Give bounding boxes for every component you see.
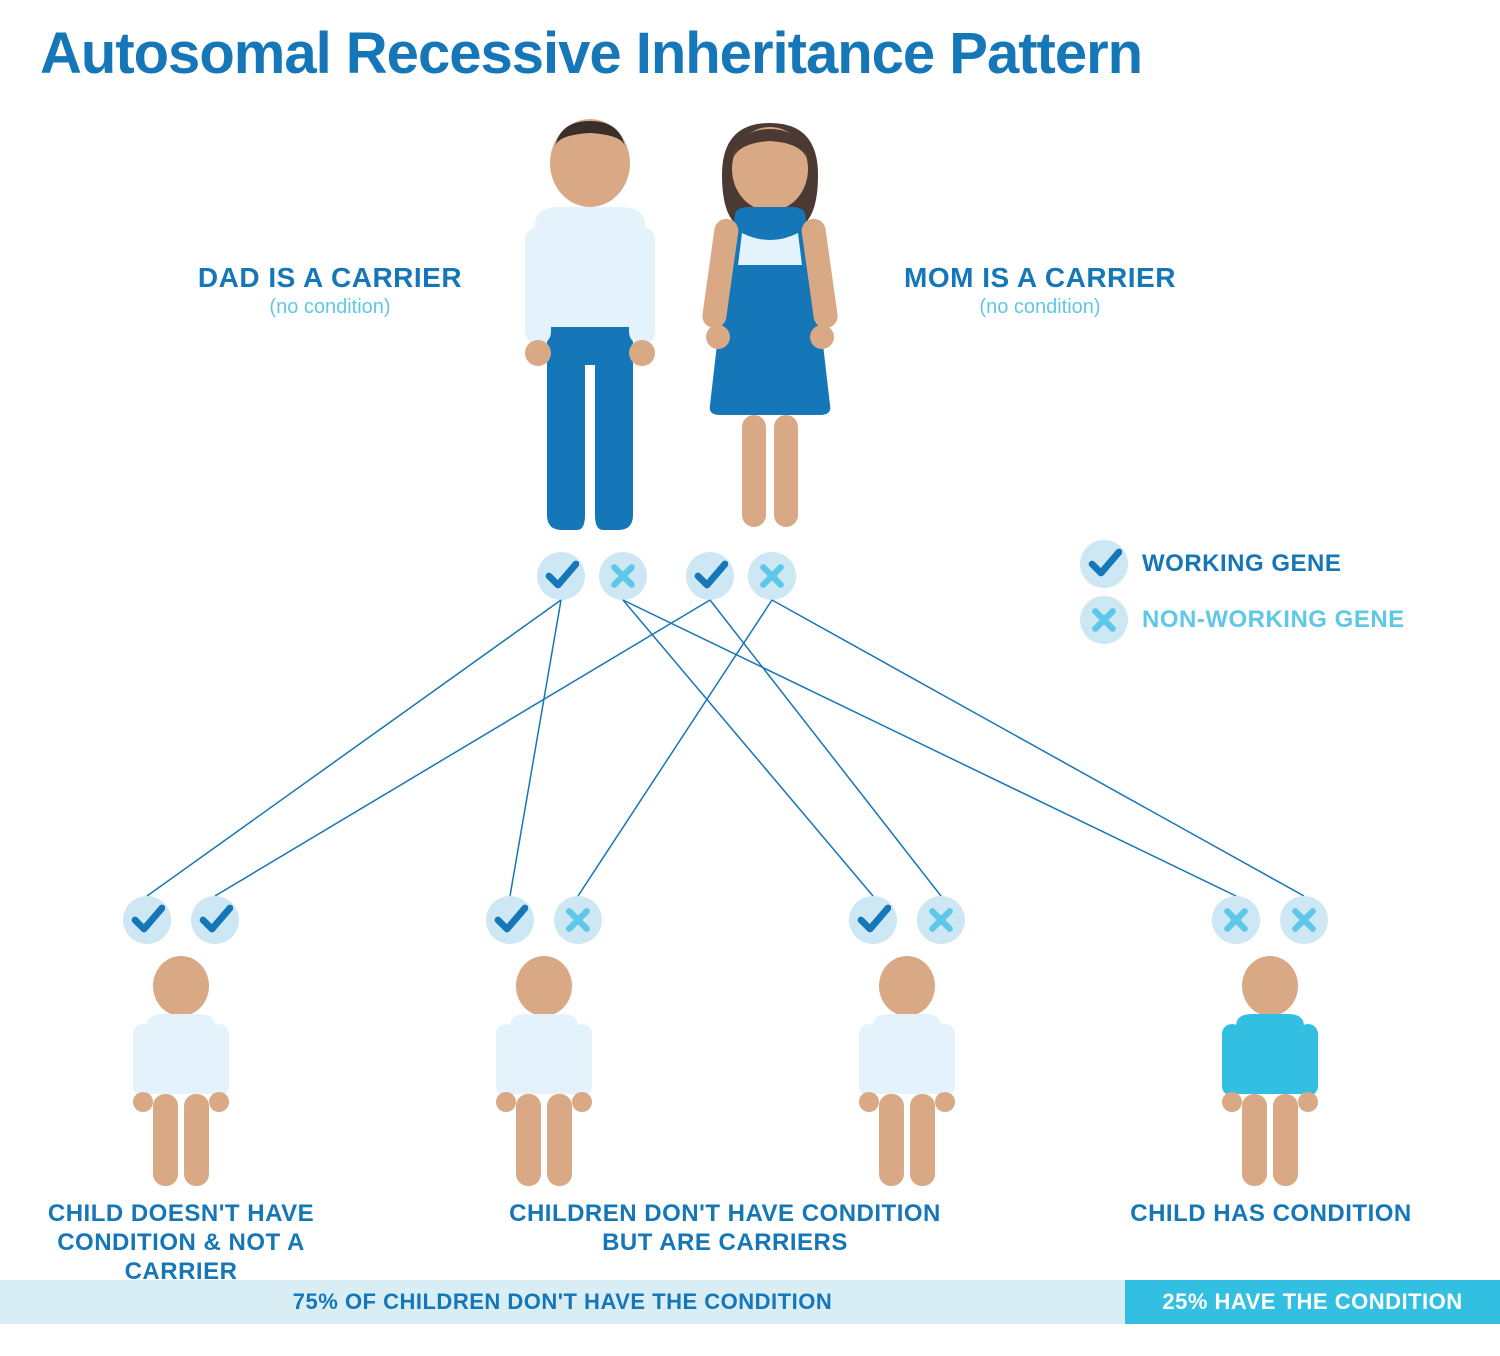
legend-working-label: WORKING GENE bbox=[1142, 550, 1341, 578]
dad-gene-working bbox=[537, 552, 585, 600]
legend-working: WORKING GENE bbox=[1080, 540, 1341, 588]
child4-label: CHILD HAS CONDITION bbox=[1100, 1200, 1442, 1229]
child2-gene-a bbox=[486, 896, 534, 944]
mom-label-text: MOM IS A CARRIER bbox=[904, 262, 1176, 293]
footer-bar: 75% OF CHILDREN DON'T HAVE THE CONDITION… bbox=[0, 1280, 1500, 1324]
footer-left: 75% OF CHILDREN DON'T HAVE THE CONDITION bbox=[0, 1280, 1125, 1324]
footer-right: 25% HAVE THE CONDITION bbox=[1125, 1280, 1500, 1324]
mom-label: MOM IS A CARRIER (no condition) bbox=[870, 262, 1210, 319]
children-carrier-label: CHILDREN DON'T HAVE CONDITIONBUT ARE CAR… bbox=[420, 1200, 1030, 1258]
child1-gene-a bbox=[123, 896, 171, 944]
legend-nonworking-label: NON-WORKING GENE bbox=[1142, 606, 1405, 634]
child1-label: CHILD DOESN'T HAVECONDITION & NOT A CARR… bbox=[10, 1200, 352, 1286]
child4-gene-b bbox=[1280, 896, 1328, 944]
mom-gene-nonworking bbox=[748, 552, 796, 600]
legend-working-icon bbox=[1080, 540, 1128, 588]
child1-gene-b bbox=[191, 896, 239, 944]
child2-gene-b bbox=[554, 896, 602, 944]
dad-figure bbox=[505, 115, 675, 545]
dad-gene-nonworking bbox=[599, 552, 647, 600]
dad-label-text: DAD IS A CARRIER bbox=[198, 262, 462, 293]
dad-sublabel: (no condition) bbox=[170, 296, 490, 319]
child3-gene-b bbox=[917, 896, 965, 944]
child1-figure bbox=[119, 954, 243, 1199]
child3-gene-a bbox=[849, 896, 897, 944]
dad-label: DAD IS A CARRIER (no condition) bbox=[170, 262, 490, 319]
child4-gene-a bbox=[1212, 896, 1260, 944]
mom-figure bbox=[680, 115, 860, 545]
page-title: Autosomal Recessive Inheritance Pattern bbox=[40, 20, 1142, 87]
legend-nonworking-icon bbox=[1080, 596, 1128, 644]
child3-figure bbox=[845, 954, 969, 1199]
child2-figure bbox=[482, 954, 606, 1199]
mom-sublabel: (no condition) bbox=[870, 296, 1210, 319]
mom-gene-working bbox=[686, 552, 734, 600]
child4-figure bbox=[1208, 954, 1332, 1199]
legend-nonworking: NON-WORKING GENE bbox=[1080, 596, 1405, 644]
